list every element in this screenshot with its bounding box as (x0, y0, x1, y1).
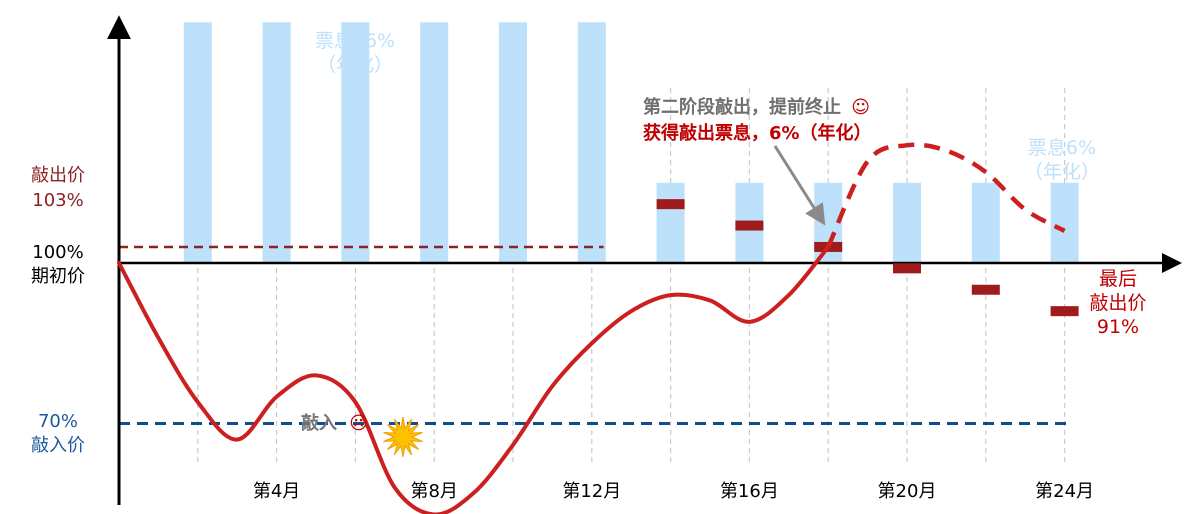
initial-label-name: 期初价 (31, 266, 85, 287)
coupon-bar-phase1-month-2 (183, 22, 212, 263)
coupon-bar-phase2-month-22 (971, 182, 1000, 263)
x-tick-label-month-4: 第4月 (253, 481, 300, 502)
knock-out-label-pct: 103% (32, 190, 83, 211)
price-path-solid (117, 244, 831, 514)
coupon-bar-phase1-month-8 (420, 22, 449, 263)
month-gridlines (197, 88, 1066, 466)
knock-out-label-name: 敲出价 (31, 165, 85, 186)
price-path-dashed (826, 142, 1066, 248)
coupon-phase1-label: 票息16% (315, 30, 395, 52)
coupon-bar-phase1-month-12 (577, 22, 606, 263)
knock-in-burst-icon (383, 416, 423, 458)
coupon-bar-phase1-month-4 (262, 22, 291, 263)
coupon-phase1-sub: （年化） (317, 54, 393, 76)
smile-icon: ☺ (851, 97, 870, 118)
final-label-line2: 敲出价 (1089, 292, 1146, 314)
x-tick-labels: 第4月 第8月 第12月 第16月 第20月 第24月 (253, 481, 1094, 502)
x-tick-label-month-12: 第12月 (562, 481, 621, 502)
x-tick-label-month-16: 第16月 (720, 481, 779, 502)
knockout-marker-month-16 (735, 220, 764, 231)
coupon-bar-phase2-month-20 (893, 182, 921, 263)
phase2-annotation-line2: 获得敲出票息，6%（年化） (643, 122, 872, 144)
frown-icon: ☹ (349, 413, 368, 434)
annotation-arrow (773, 145, 826, 226)
knockout-marker-month-22 (971, 284, 1000, 295)
coupon-bar-phase1-month-10 (499, 22, 527, 263)
initial-label-pct: 100% (32, 242, 83, 263)
knock-in-label-name: 敲入价 (31, 435, 85, 456)
final-label-line1: 最后 (1099, 268, 1137, 290)
x-tick-label-month-20: 第20月 (878, 481, 937, 502)
coupon-bar-phase2-month-14 (656, 182, 685, 263)
price-path (117, 142, 1066, 514)
knockout-marker-month-24 (1050, 306, 1079, 317)
coupon-bar-phase2-month-24 (1050, 182, 1079, 263)
phase2-annotation-line1: 第二阶段敲出，提前终止 ☺ (643, 96, 870, 118)
coupon-phase2-label: 票息6% (1028, 137, 1096, 159)
knock-in-label-pct: 70% (38, 411, 78, 432)
level-lines (119, 245, 1069, 425)
knockout-marker-month-20 (893, 263, 921, 274)
x-tick-label-month-24: 第24月 (1035, 481, 1094, 502)
knock-in-annotation: 敲入 ☹ (301, 412, 368, 434)
knockout-marker-month-14 (656, 199, 685, 210)
coupon-bar-phase1-month-6 (341, 22, 370, 263)
final-label-line3: 91% (1097, 316, 1139, 338)
coupon-phase2-sub: （年化） (1024, 161, 1100, 183)
x-tick-label-month-8: 第8月 (410, 481, 457, 502)
knockout-markers (656, 199, 1079, 317)
